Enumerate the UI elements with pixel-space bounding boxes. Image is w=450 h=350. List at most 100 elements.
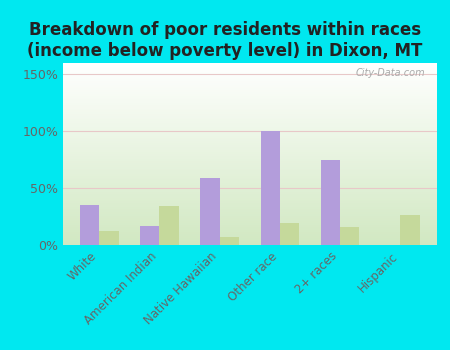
Bar — [63, 98, 436, 99]
Bar — [63, 239, 436, 241]
Bar — [63, 203, 436, 205]
Bar — [321, 160, 340, 245]
Bar — [63, 70, 436, 72]
Bar — [63, 65, 436, 66]
Bar — [63, 99, 436, 101]
Bar — [63, 132, 436, 134]
Text: Breakdown of poor residents within races
(income below poverty level) in Dixon, : Breakdown of poor residents within races… — [27, 21, 423, 60]
Bar — [63, 185, 436, 187]
Bar — [63, 169, 436, 170]
Bar — [63, 161, 436, 163]
Bar — [63, 198, 436, 199]
Bar — [63, 209, 436, 210]
Bar — [63, 238, 436, 239]
Bar — [280, 223, 299, 245]
Bar — [63, 232, 436, 234]
Bar — [99, 231, 118, 245]
Bar — [63, 196, 436, 198]
Bar — [63, 72, 436, 74]
Bar — [63, 241, 436, 243]
Bar — [63, 219, 436, 221]
Bar — [63, 123, 436, 125]
Bar — [63, 85, 436, 87]
Bar — [63, 112, 436, 114]
Bar — [63, 128, 436, 130]
Bar — [63, 63, 436, 65]
Bar — [63, 178, 436, 180]
Bar — [63, 114, 436, 116]
Bar — [63, 201, 436, 203]
Bar — [63, 90, 436, 92]
Bar — [63, 156, 436, 158]
Bar — [63, 243, 436, 245]
Bar — [63, 152, 436, 154]
Bar — [63, 66, 436, 69]
Bar — [63, 229, 436, 230]
Bar — [63, 165, 436, 167]
Bar — [63, 94, 436, 96]
Bar — [63, 74, 436, 76]
Bar — [63, 212, 436, 214]
Bar — [63, 108, 436, 110]
Bar — [63, 79, 436, 81]
Bar — [63, 210, 436, 212]
Bar — [63, 170, 436, 172]
Bar — [159, 206, 179, 245]
Bar — [63, 172, 436, 174]
Bar — [63, 121, 436, 123]
Bar — [220, 237, 239, 245]
Bar — [63, 183, 436, 185]
Bar — [63, 147, 436, 148]
Bar — [63, 227, 436, 229]
Bar — [63, 236, 436, 238]
Bar — [63, 125, 436, 127]
Bar — [63, 181, 436, 183]
Bar — [63, 192, 436, 194]
Bar — [63, 136, 436, 138]
Bar — [261, 131, 280, 245]
Bar — [63, 194, 436, 196]
Bar — [63, 76, 436, 78]
Bar — [63, 205, 436, 207]
Bar — [63, 174, 436, 176]
Bar — [200, 178, 220, 245]
Bar — [63, 230, 436, 232]
Bar — [63, 138, 436, 139]
Bar — [63, 107, 436, 108]
Bar — [63, 119, 436, 121]
Bar — [63, 69, 436, 70]
Bar — [63, 199, 436, 201]
Bar — [63, 83, 436, 85]
Bar — [63, 180, 436, 181]
Bar — [63, 214, 436, 216]
Bar — [63, 92, 436, 94]
Bar — [63, 103, 436, 105]
Bar — [63, 143, 436, 145]
Bar — [63, 158, 436, 160]
Bar — [63, 130, 436, 132]
Bar — [63, 221, 436, 223]
Bar — [63, 78, 436, 79]
Bar — [63, 216, 436, 218]
Bar — [63, 176, 436, 178]
Bar — [63, 160, 436, 161]
Bar — [63, 110, 436, 112]
Bar — [63, 189, 436, 190]
Bar — [63, 218, 436, 219]
Bar — [63, 81, 436, 83]
Bar — [63, 154, 436, 156]
Text: City-Data.com: City-Data.com — [356, 69, 425, 78]
Bar — [63, 207, 436, 209]
Bar — [140, 226, 159, 245]
Bar — [63, 105, 436, 107]
Bar — [63, 139, 436, 141]
Bar — [63, 225, 436, 227]
Bar — [63, 223, 436, 225]
Bar — [63, 96, 436, 98]
Bar — [63, 141, 436, 143]
Bar — [63, 87, 436, 89]
Bar — [63, 234, 436, 236]
Bar — [63, 148, 436, 150]
Bar — [63, 101, 436, 103]
Bar — [63, 118, 436, 119]
